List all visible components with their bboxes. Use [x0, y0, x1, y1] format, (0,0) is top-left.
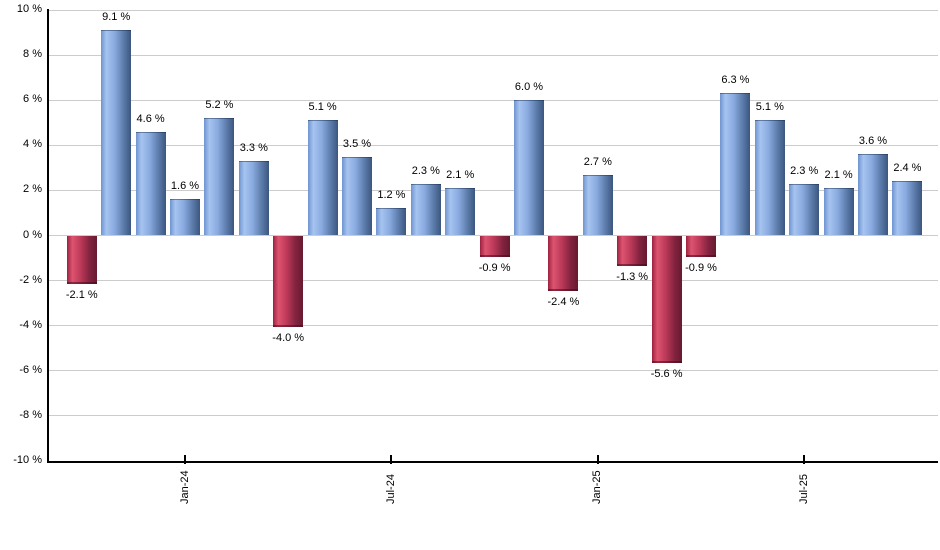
bar-value-label: 2.3 %	[790, 164, 819, 177]
bar	[858, 154, 888, 236]
bar-value-label: -5.6 %	[650, 367, 683, 380]
bar	[204, 118, 235, 236]
bar-value-label: 6.3 %	[721, 74, 750, 87]
x-axis-tick	[803, 455, 806, 464]
gridline	[49, 54, 938, 56]
bar-value-label: 3.5 %	[342, 137, 372, 150]
bar-value-label: 2.1 %	[446, 169, 475, 182]
y-axis-tick-label: -6 %	[19, 363, 42, 376]
bar	[66, 235, 97, 284]
x-axis-tick-label: Jul-24	[384, 474, 397, 504]
y-axis-tick-label: 6 %	[23, 93, 42, 106]
bar-value-label: 2.1 %	[824, 169, 853, 182]
bar	[823, 188, 854, 236]
y-axis-tick-label: -10 %	[13, 454, 42, 466]
bar	[445, 188, 476, 236]
bar-value-label: 5.1 %	[308, 101, 337, 114]
bar-value-label: -0.9 %	[478, 261, 511, 274]
bar-value-label: -2.1 %	[65, 288, 98, 301]
gridline	[49, 415, 938, 417]
bar	[170, 199, 200, 236]
gridline	[49, 99, 938, 101]
y-axis-tick-label: 10 %	[16, 3, 42, 15]
bar	[273, 235, 304, 327]
x-axis-tick	[184, 455, 186, 464]
bar-value-label: 2.3 %	[411, 164, 440, 177]
bar	[892, 181, 923, 236]
bar	[307, 120, 338, 236]
y-axis-tick-label: -2 %	[19, 273, 42, 286]
bar-value-label: 6.0 %	[514, 81, 544, 94]
bar	[617, 235, 648, 266]
x-axis-tick	[596, 455, 599, 464]
bar	[135, 131, 166, 236]
y-axis-tick-label: 8 %	[23, 48, 42, 61]
bar-value-label: 5.2 %	[205, 99, 234, 112]
bar	[376, 208, 407, 236]
x-axis-tick-label: Jan-25	[591, 470, 604, 504]
bar-value-label: 3.3 %	[239, 142, 268, 155]
gridline	[49, 189, 938, 191]
bar-value-label: -4.0 %	[272, 331, 305, 344]
bar	[686, 235, 716, 257]
bar-value-label: 5.1 %	[755, 101, 784, 114]
gridline	[49, 325, 938, 327]
bar-value-label: 2.4 %	[893, 162, 922, 175]
bar	[754, 120, 785, 236]
bar-value-label: 1.6 %	[170, 180, 200, 193]
bar	[342, 156, 372, 236]
bar	[101, 30, 132, 236]
bar-value-label: 1.2 %	[377, 189, 406, 202]
bar	[789, 183, 820, 236]
gridline	[49, 280, 938, 282]
y-axis-tick-label: -4 %	[19, 318, 42, 331]
bar	[238, 161, 269, 236]
x-axis-line	[47, 461, 938, 463]
x-axis-tick	[390, 455, 393, 464]
y-axis-tick-label: -8 %	[19, 408, 42, 421]
x-axis-tick-label: Jul-25	[797, 474, 810, 504]
bar	[479, 235, 510, 257]
y-axis-tick-label: 2 %	[23, 183, 42, 196]
y-axis-tick-label: 0 %	[23, 228, 42, 241]
bar	[582, 174, 613, 236]
bar-value-label: -1.3 %	[616, 270, 649, 283]
bar	[548, 235, 579, 291]
bar	[720, 93, 751, 236]
y-axis-tick-label: 4 %	[23, 138, 42, 151]
x-axis-tick-label: Jan-24	[178, 470, 191, 504]
gridline	[49, 370, 938, 372]
bar	[651, 235, 682, 363]
y-axis-line	[47, 9, 49, 463]
gridline	[49, 144, 938, 146]
gridline	[49, 9, 938, 11]
bar	[410, 183, 441, 236]
bar-value-label: 2.7 %	[583, 155, 612, 168]
bar-value-label: 4.6 %	[136, 112, 165, 125]
bar-value-label: -2.4 %	[547, 295, 580, 308]
bar-value-label: -0.9 %	[685, 261, 717, 274]
bar-value-label: 9.1 %	[102, 11, 131, 24]
bar	[514, 100, 544, 236]
bar-value-label: 3.6 %	[858, 135, 888, 148]
